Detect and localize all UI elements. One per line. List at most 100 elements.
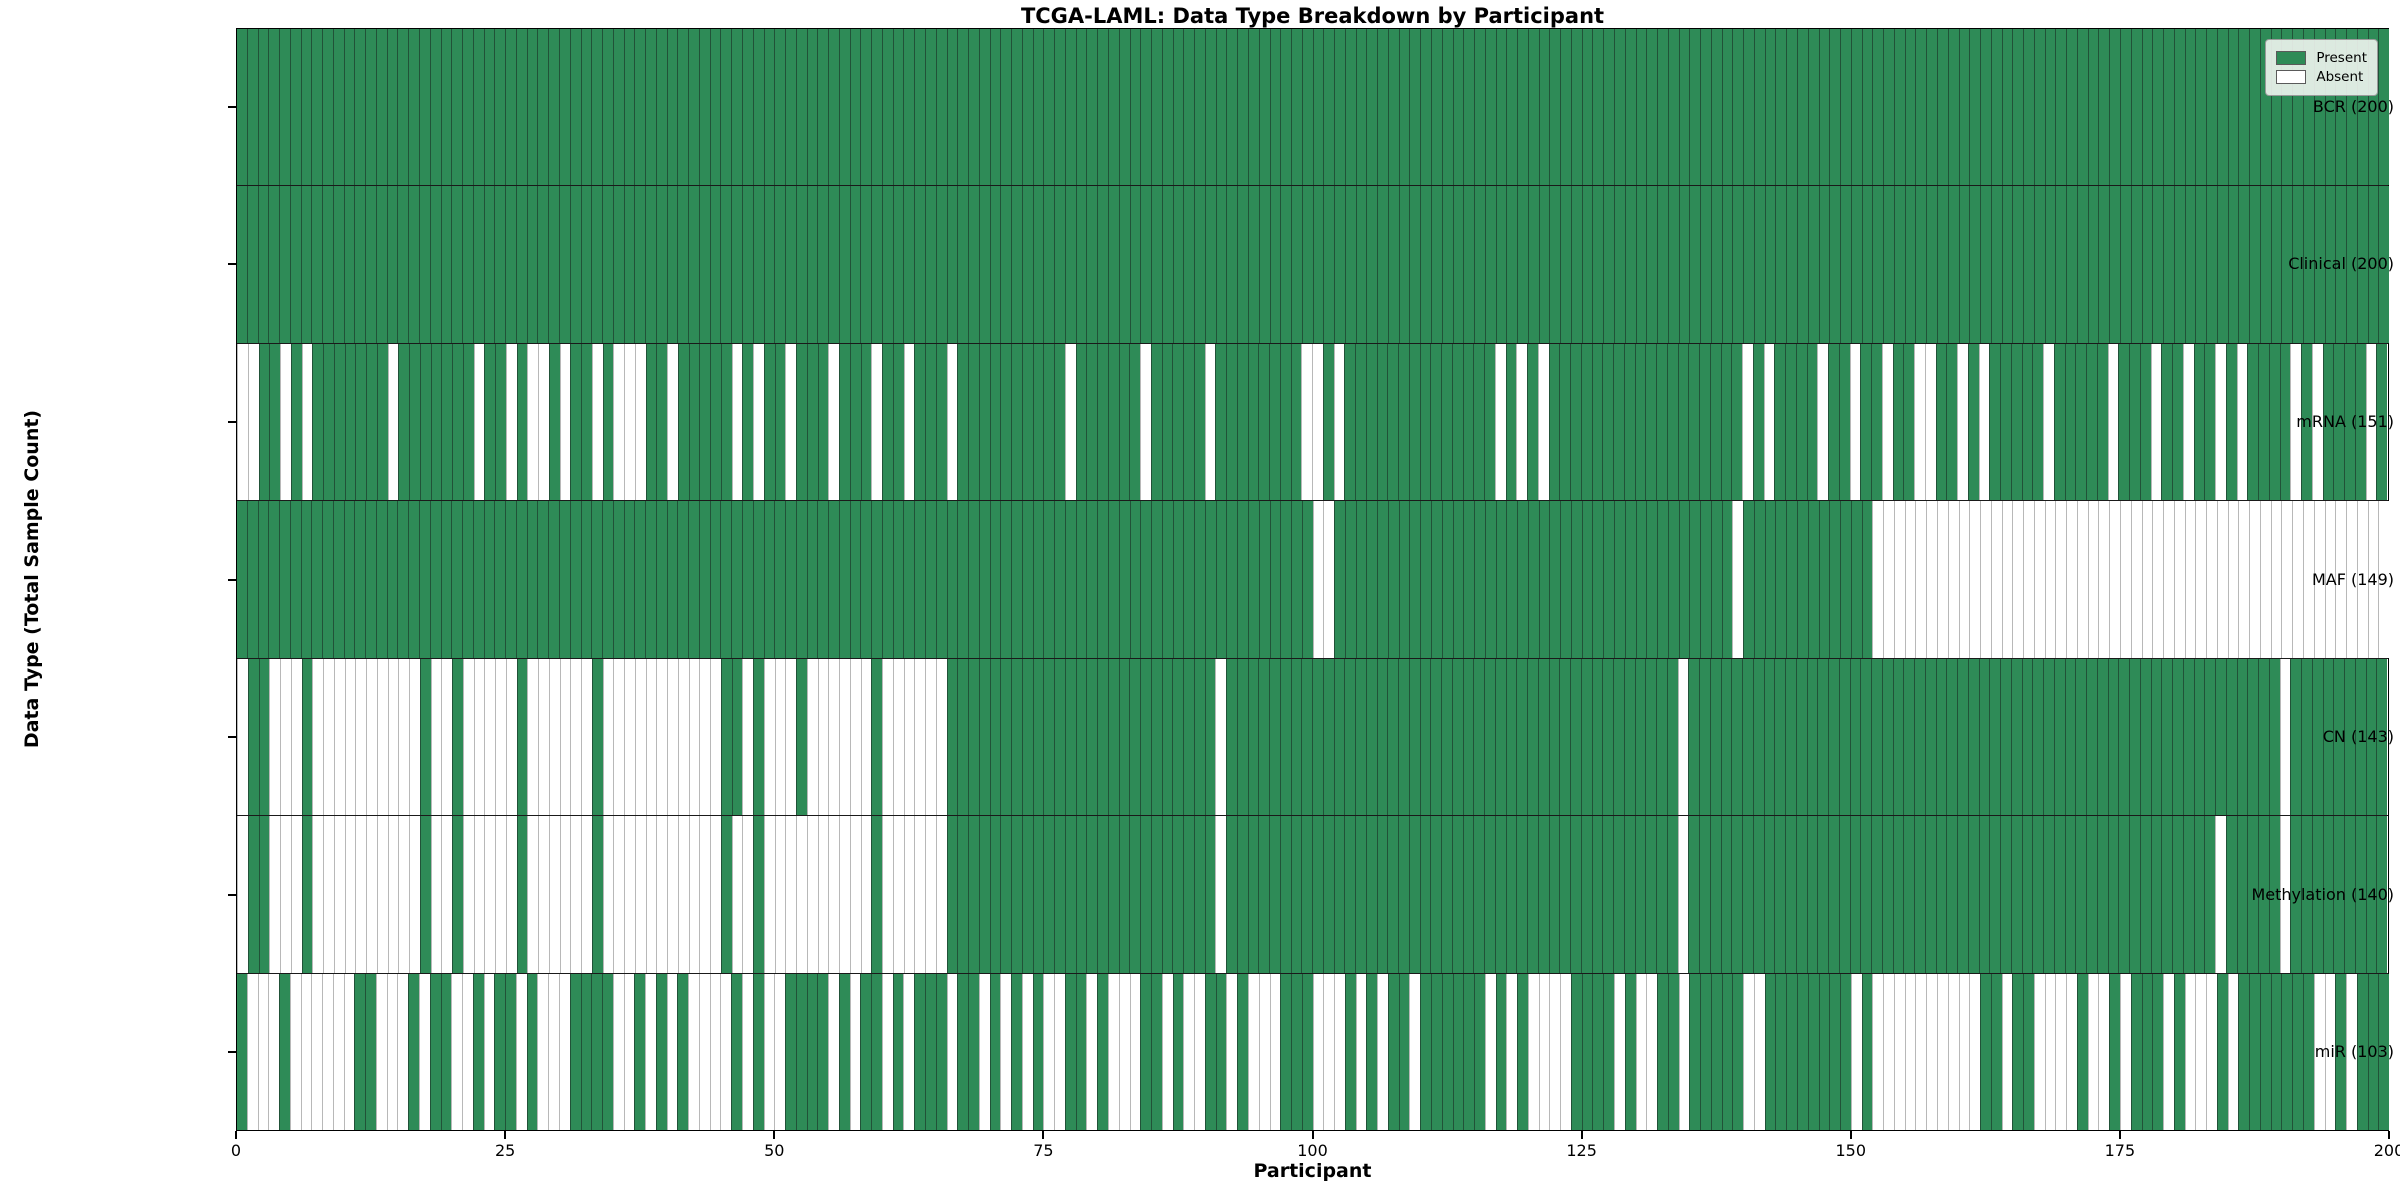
heatmap-cell bbox=[1215, 816, 1226, 973]
heatmap-cell bbox=[591, 186, 603, 343]
heatmap-cell bbox=[1689, 501, 1701, 658]
heatmap-cell bbox=[1903, 343, 1914, 501]
heatmap-cell bbox=[1280, 186, 1292, 343]
heatmap-cell bbox=[1516, 343, 1527, 501]
heatmap-cell bbox=[1258, 658, 1269, 816]
heatmap-cell bbox=[1247, 501, 1259, 658]
heatmap-cell bbox=[656, 343, 667, 501]
heatmap-cell bbox=[2258, 658, 2269, 816]
heatmap-cell bbox=[699, 658, 710, 816]
heatmap-cell bbox=[473, 816, 485, 973]
heatmap-cell bbox=[2076, 501, 2088, 658]
heatmap-cell bbox=[516, 816, 528, 973]
heatmap-cell bbox=[903, 816, 915, 973]
heatmap-cell bbox=[1915, 501, 1927, 658]
heatmap-cell bbox=[1140, 658, 1151, 816]
heatmap-cell bbox=[322, 186, 333, 343]
heatmap-cell bbox=[2064, 816, 2076, 973]
heatmap-cell bbox=[892, 816, 904, 973]
heatmap-cell bbox=[332, 29, 344, 186]
heatmap-cell bbox=[1161, 658, 1173, 816]
heatmap-cell bbox=[1204, 29, 1216, 186]
heatmap-cell bbox=[269, 658, 280, 816]
heatmap-cell bbox=[881, 973, 893, 1130]
heatmap-cell bbox=[1064, 343, 1076, 501]
heatmap-cell bbox=[828, 186, 839, 343]
heatmap-cell bbox=[376, 816, 388, 973]
heatmap-cell bbox=[2311, 816, 2323, 973]
heatmap-cell bbox=[1527, 658, 1538, 816]
heatmap-cell bbox=[1548, 658, 1560, 816]
heatmap-cell bbox=[1903, 816, 1914, 973]
legend-entry-absent: Absent bbox=[2276, 69, 2367, 85]
heatmap-cell bbox=[946, 816, 958, 973]
heatmap-cell bbox=[1107, 343, 1119, 501]
y-tick-label: Methylation (140) bbox=[2251, 884, 2394, 904]
heatmap-cell bbox=[1043, 501, 1055, 658]
heatmap-cell bbox=[1677, 343, 1689, 501]
heatmap-cell bbox=[2322, 816, 2334, 973]
heatmap-cell bbox=[537, 29, 549, 186]
heatmap-cell bbox=[1635, 501, 1647, 658]
heatmap-cell bbox=[558, 29, 570, 186]
heatmap-cell bbox=[515, 973, 527, 1130]
heatmap-cell bbox=[2032, 343, 2043, 501]
heatmap-cell bbox=[2335, 186, 2347, 343]
heatmap-cell bbox=[268, 501, 280, 658]
heatmap-cell bbox=[1484, 501, 1496, 658]
heatmap-cell bbox=[1043, 29, 1055, 186]
heatmap-cell bbox=[2354, 343, 2366, 501]
heatmap-cell bbox=[1387, 501, 1399, 658]
heatmap-cell bbox=[2216, 973, 2228, 1130]
heatmap-cell bbox=[871, 29, 882, 186]
heatmap-cell bbox=[1786, 186, 1798, 343]
heatmap-cell bbox=[1473, 816, 1484, 973]
x-tick-label: 25 bbox=[494, 1141, 516, 1160]
heatmap-cell bbox=[806, 816, 818, 973]
heatmap-cell bbox=[1624, 186, 1636, 343]
heatmap-cell bbox=[1580, 658, 1592, 816]
heatmap-cell bbox=[1495, 29, 1507, 186]
heatmap-cell bbox=[1097, 816, 1108, 973]
heatmap-cell bbox=[1645, 658, 1656, 816]
heatmap-cell bbox=[1947, 186, 1959, 343]
heatmap-cell bbox=[763, 658, 775, 816]
heatmap-cell bbox=[2064, 658, 2076, 816]
heatmap-cell bbox=[1667, 29, 1679, 186]
heatmap-cell bbox=[1129, 29, 1141, 186]
heatmap-cell bbox=[1183, 816, 1194, 973]
heatmap-cell bbox=[774, 816, 786, 973]
heatmap-cell bbox=[698, 29, 710, 186]
heatmap-cell bbox=[1064, 658, 1076, 816]
heatmap-cell bbox=[1904, 973, 1916, 1130]
heatmap-cell bbox=[1064, 29, 1076, 186]
x-tick-mark bbox=[1580, 1131, 1583, 1139]
heatmap-cell bbox=[2270, 186, 2282, 343]
heatmap-cell bbox=[1183, 658, 1194, 816]
heatmap-cell bbox=[2021, 816, 2033, 973]
heatmap-cell bbox=[1204, 186, 1216, 343]
heatmap-cell bbox=[2333, 816, 2344, 973]
heatmap-cell bbox=[2227, 186, 2239, 343]
heatmap-cell bbox=[1377, 186, 1388, 343]
heatmap-cell bbox=[548, 658, 560, 816]
heatmap-cell bbox=[537, 186, 549, 343]
heatmap-cell bbox=[1355, 343, 1366, 501]
heatmap-cell bbox=[1775, 186, 1787, 343]
heatmap-cell bbox=[1840, 501, 1851, 658]
heatmap-cell bbox=[602, 501, 613, 658]
heatmap-cell bbox=[2279, 816, 2291, 973]
heatmap-cell bbox=[2292, 501, 2303, 658]
heatmap-cell bbox=[1237, 29, 1248, 186]
heatmap-cell bbox=[2268, 658, 2280, 816]
heatmap-cell bbox=[1247, 973, 1259, 1130]
heatmap-cell bbox=[1592, 501, 1604, 658]
heatmap-cell bbox=[828, 29, 839, 186]
heatmap-cell bbox=[2161, 343, 2172, 501]
heatmap-cell bbox=[1451, 816, 1463, 973]
heatmap-cell bbox=[1097, 658, 1108, 816]
heatmap-cell bbox=[1797, 973, 1808, 1130]
heatmap-cell bbox=[1377, 973, 1388, 1130]
heatmap-cell bbox=[1818, 186, 1830, 343]
heatmap-cell bbox=[257, 973, 269, 1130]
